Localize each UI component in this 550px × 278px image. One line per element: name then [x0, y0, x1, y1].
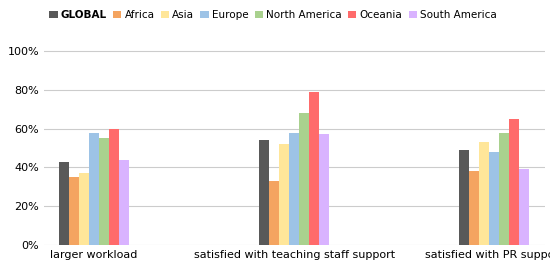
- Legend: GLOBAL, Africa, Asia, Europe, North America, Oceania, South America: GLOBAL, Africa, Asia, Europe, North Amer…: [49, 10, 497, 20]
- Bar: [270, 181, 279, 245]
- Bar: [289, 133, 299, 245]
- Bar: [299, 113, 309, 245]
- Bar: [470, 171, 480, 245]
- Bar: [519, 169, 530, 245]
- Bar: [59, 162, 69, 245]
- Bar: [319, 135, 329, 245]
- Bar: [499, 133, 509, 245]
- Bar: [89, 133, 99, 245]
- Bar: [459, 150, 470, 245]
- Bar: [119, 160, 129, 245]
- Bar: [309, 92, 320, 245]
- Bar: [69, 177, 79, 245]
- Bar: [259, 140, 270, 245]
- Bar: [279, 144, 289, 245]
- Bar: [79, 173, 89, 245]
- Bar: [490, 152, 499, 245]
- Bar: [480, 142, 490, 245]
- Bar: [109, 129, 119, 245]
- Bar: [509, 119, 519, 245]
- Bar: [99, 138, 109, 245]
